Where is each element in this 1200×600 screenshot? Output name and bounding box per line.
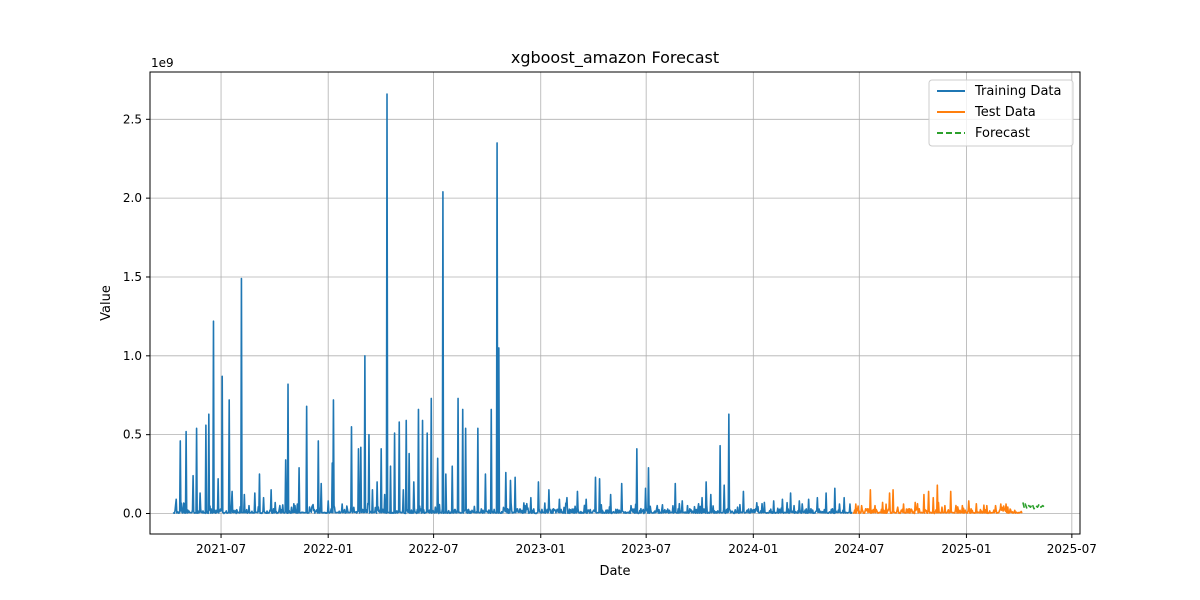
x-tick-label: 2022-01 [303,542,353,556]
y-tick-label: 1.5 [123,270,142,284]
y-tick-label: 1.0 [123,349,142,363]
y-axis-label: Value [99,285,114,321]
series-training-data [172,93,853,515]
x-tick-label: 2021-07 [196,542,246,556]
x-tick-label: 2024-07 [834,542,884,556]
series-forecast [1022,502,1046,510]
x-tick-label: 2023-01 [516,542,566,556]
legend-label-training: Training Data [974,84,1061,99]
legend-label-forecast: Forecast [975,126,1030,141]
y-multiplier-label: 1e9 [151,56,174,70]
y-axis-ticks: 0.0 0.5 1.0 1.5 2.0 2.5 [123,112,150,521]
x-tick-label: 2023-07 [621,542,671,556]
y-tick-label: 2.5 [123,112,142,126]
plot-frame [149,71,1081,535]
y-tick-label: 2.0 [123,191,142,205]
x-tick-label: 2022-07 [409,542,459,556]
x-tick-label: 2024-01 [728,542,778,556]
legend: Training Data Test Data Forecast [928,79,1074,147]
legend-label-test: Test Data [974,105,1036,120]
y-tick-label: 0.5 [123,428,142,442]
x-tick-label: 2025-01 [941,542,991,556]
series-test-data [852,484,1023,515]
legend-box [928,79,1074,147]
x-axis-ticks: 2021-07 2022-01 2022-07 2023-01 2023-07 2024-… [196,534,1097,556]
x-tick-label: 2025-07 [1047,542,1097,556]
x-axis-label: Date [599,564,630,579]
series-layer [172,93,1046,515]
y-tick-label: 0.0 [123,507,142,521]
chart-title: xgboost_amazon Forecast [511,48,719,68]
